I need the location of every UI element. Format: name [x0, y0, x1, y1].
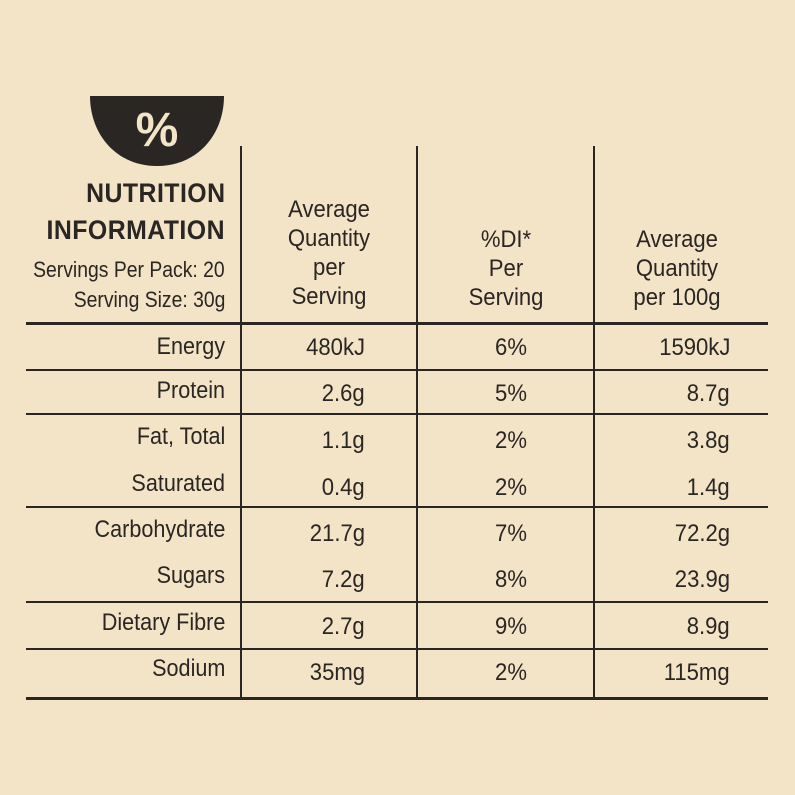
- di-value: 6%: [495, 334, 527, 361]
- di-value: 8%: [495, 566, 527, 593]
- percent-bowl-icon: %: [90, 96, 224, 166]
- column-header-per-100g: Average Quantity per 100g: [633, 226, 721, 311]
- row-rule: [26, 369, 768, 371]
- column-divider-1: [240, 146, 242, 698]
- row-label: Saturated: [131, 470, 225, 497]
- per-100g-value: 23.9g: [674, 566, 730, 593]
- per-100g-value: 115mg: [664, 659, 730, 686]
- row-label: Sodium: [151, 655, 225, 682]
- per-100g-value: 3.8g: [687, 427, 730, 454]
- per-serving-value: 2.6g: [322, 380, 365, 407]
- serving-size: Serving Size: 30g: [73, 287, 225, 312]
- row-label: Sugars: [156, 562, 225, 589]
- row-label: Dietary Fibre: [101, 609, 225, 636]
- row-label: Fat, Total: [136, 423, 225, 450]
- header-rule: [26, 322, 768, 325]
- per-serving-value: 1.1g: [322, 427, 365, 454]
- column-divider-3: [593, 146, 595, 698]
- column-header-di: %DI* Per Serving: [468, 226, 544, 311]
- column-header-per-serving: Average Quantity per Serving: [287, 196, 371, 310]
- servings-per-pack: Servings Per Pack: 20: [33, 257, 225, 282]
- di-value: 2%: [495, 427, 527, 454]
- per-serving-value: 7.2g: [322, 566, 365, 593]
- panel-title-line1: NUTRITION: [85, 178, 225, 208]
- row-rule: [26, 506, 768, 508]
- percent-symbol: %: [136, 104, 179, 157]
- row-label: Protein: [156, 377, 225, 404]
- per-serving-value: 0.4g: [322, 474, 365, 501]
- row-label: Energy: [156, 333, 225, 360]
- per-100g-value: 1590kJ: [658, 334, 730, 361]
- column-divider-2: [416, 146, 418, 698]
- per-serving-value: 21.7g: [309, 520, 365, 547]
- row-rule: [26, 413, 768, 415]
- per-100g-value: 1.4g: [687, 474, 730, 501]
- panel-title-line2: INFORMATION: [46, 215, 225, 245]
- per-serving-value: 35mg: [309, 659, 365, 686]
- bottom-rule: [26, 697, 768, 700]
- per-100g-value: 8.9g: [687, 613, 730, 640]
- per-100g-value: 8.7g: [687, 380, 730, 407]
- di-value: 9%: [495, 613, 527, 640]
- row-label: Carbohydrate: [94, 516, 225, 543]
- per-100g-value: 72.2g: [674, 520, 730, 547]
- di-value: 7%: [495, 520, 527, 547]
- row-rule: [26, 648, 768, 650]
- per-serving-value: 2.7g: [322, 613, 365, 640]
- di-value: 5%: [495, 380, 527, 407]
- di-value: 2%: [495, 659, 527, 686]
- per-serving-value: 480kJ: [306, 334, 365, 361]
- di-value: 2%: [495, 474, 527, 501]
- row-rule: [26, 601, 768, 603]
